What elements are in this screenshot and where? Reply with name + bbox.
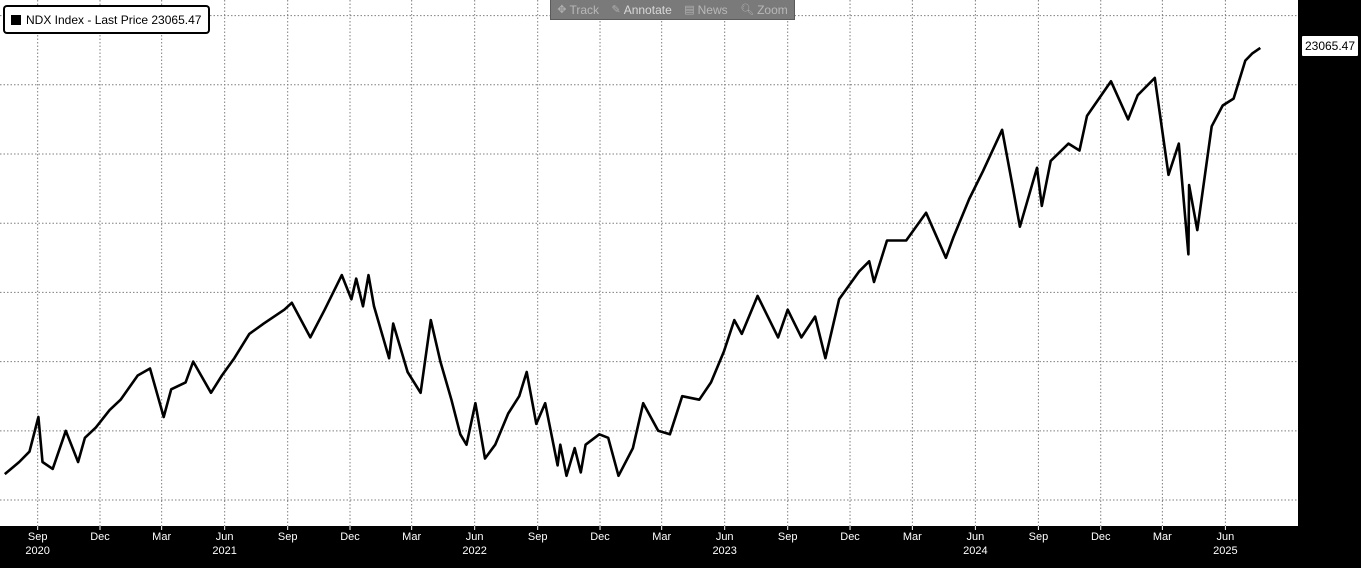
x-tick-label-1: Dec [90, 531, 110, 543]
x-tick-label-15: Jun [967, 531, 985, 543]
x-tick-label-0: Sep [28, 531, 48, 543]
track-button[interactable]: ✥ Track [557, 3, 599, 17]
x-tick-label-7: Jun [466, 531, 484, 543]
x-year-label-0: 2020 [25, 545, 49, 557]
y-tick-label-3: 16000 [1307, 285, 1341, 299]
y-tick-label-0: 10000 [1307, 493, 1341, 507]
x-tick-label-10: Mar [652, 531, 671, 543]
x-tick-label-13: Dec [840, 531, 860, 543]
pencil-icon: ✎ [611, 4, 621, 16]
track-label: Track [569, 2, 600, 17]
x-tick-label-2: Mar [152, 531, 171, 543]
x-tick-label-11: Jun [716, 531, 734, 543]
last-price-tag: 23065.47 [1301, 35, 1359, 57]
y-tick-label-5: 20000 [1307, 147, 1341, 161]
crosshair-icon: ✥ [557, 4, 567, 16]
x-axis-band [0, 526, 1361, 568]
x-axis: Sep Dec Mar Jun Sep Dec Mar Jun Sep Dec Mar Jun Sep D… [25, 526, 1238, 557]
zoom-button[interactable]: 🔍︎ Zoom [740, 3, 788, 17]
x-tick-label-12: Sep [778, 531, 798, 543]
y-axis: 10000 12000 14000 16000 18000 20000 22000 24000 [1298, 0, 1341, 526]
x-year-label-4: 2024 [963, 545, 987, 557]
x-year-label-5: 2025 [1213, 545, 1237, 557]
annotate-button[interactable]: ✎ Annotate [611, 3, 671, 17]
y-tick-label-6: 22000 [1307, 78, 1341, 92]
x-tick-label-4: Sep [278, 531, 298, 543]
x-year-label-3: 2023 [712, 545, 736, 557]
x-tick-label-8: Sep [528, 531, 548, 543]
series-line-ndx [3, 46, 1262, 478]
magnifier-icon: 🔍︎ [740, 4, 755, 16]
x-tick-label-9: Dec [590, 531, 610, 543]
y-tick-label-2: 14000 [1307, 355, 1341, 369]
legend[interactable]: NDX Index - Last Price 23065.47 [4, 6, 210, 33]
news-icon: ▤ [684, 4, 695, 16]
grid [0, 0, 1298, 526]
x-tick-label-5: Dec [340, 531, 360, 543]
x-tick-label-14: Mar [903, 531, 922, 543]
x-year-label-1: 2021 [212, 545, 236, 557]
x-tick-label-3: Jun [216, 531, 234, 543]
chart-toolbar: ✥ Track ✎ Annotate ▤ News 🔍︎ Zoom [550, 0, 795, 20]
news-button[interactable]: ▤ News [684, 3, 727, 17]
news-label: News [697, 2, 728, 17]
plot-area[interactable] [0, 0, 1298, 526]
y-tick-label-7: 24000 [1307, 9, 1341, 23]
x-tick-label-19: Jun [1217, 531, 1235, 543]
legend-swatch [11, 14, 21, 25]
y-tick-label-4: 18000 [1307, 216, 1341, 230]
y-tick-label-1: 12000 [1307, 424, 1341, 438]
zoom-label: Zoom [757, 2, 788, 17]
x-tick-label-18: Mar [1153, 531, 1172, 543]
x-tick-label-6: Mar [402, 531, 421, 543]
legend-label: NDX Index - Last Price 23065.47 [26, 12, 202, 27]
x-tick-label-17: Dec [1091, 531, 1111, 543]
x-tick-label-16: Sep [1029, 531, 1049, 543]
annotate-label: Annotate [623, 2, 672, 17]
x-year-label-2: 2022 [462, 545, 486, 557]
